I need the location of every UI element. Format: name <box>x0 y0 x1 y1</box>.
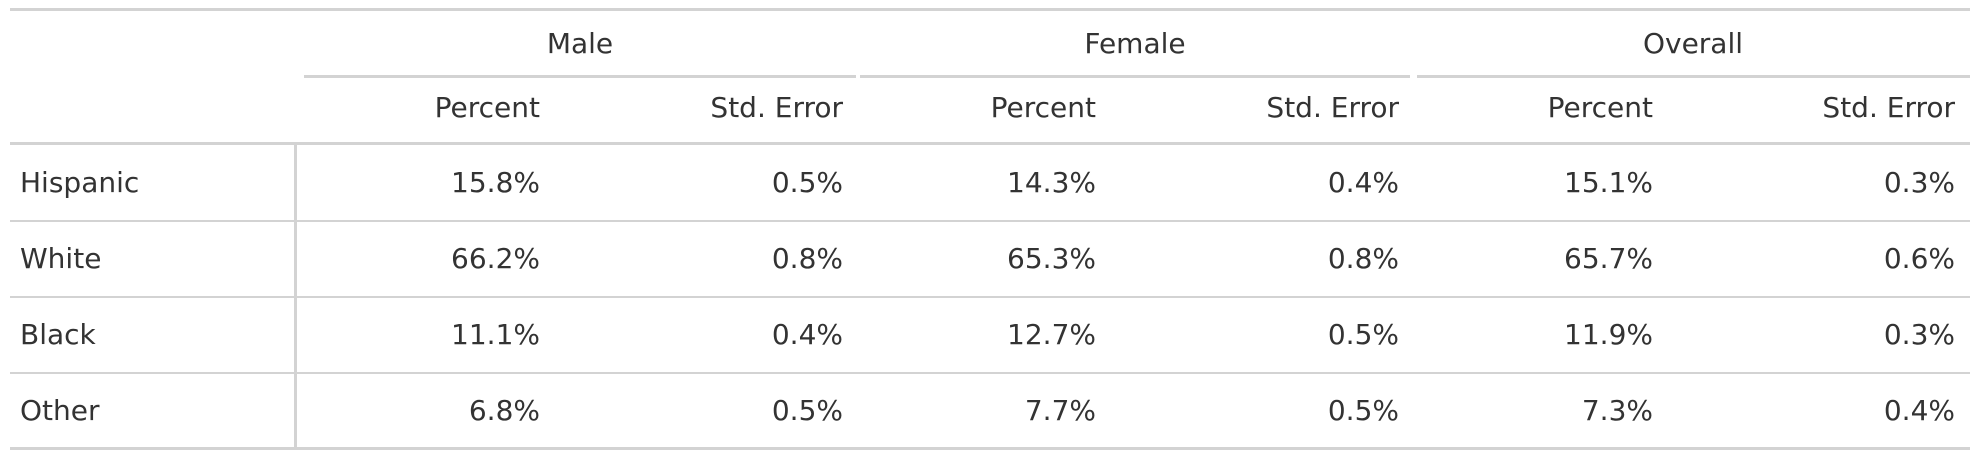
cell-hispanic-overall-percent: 15.1% <box>1564 166 1653 199</box>
spanner-male: Male <box>546 27 614 60</box>
cell-white-female-std-error: 0.8% <box>1327 242 1399 275</box>
row-divider <box>10 220 1970 222</box>
cell-other-female-percent: 7.7% <box>1024 394 1096 427</box>
row-label-black: Black <box>20 318 96 351</box>
cell-white-female-percent: 65.3% <box>1007 242 1096 275</box>
data-table: Male Female Overall Percent Std. Error P… <box>10 8 1970 454</box>
cell-hispanic-male-percent: 15.8% <box>451 166 540 199</box>
cell-black-male-percent: 11.1% <box>451 318 540 351</box>
row-label-other: Other <box>20 394 100 427</box>
cell-white-overall-percent: 65.7% <box>1564 242 1653 275</box>
column-label-male-std-error: Std. Error <box>710 91 843 124</box>
cell-hispanic-female-percent: 14.3% <box>1007 166 1096 199</box>
spanner-female: Female <box>1084 27 1186 60</box>
cell-black-overall-std-error: 0.3% <box>1883 318 1955 351</box>
cell-black-male-std-error: 0.4% <box>771 318 843 351</box>
column-label-overall-std-error: Std. Error <box>1822 91 1955 124</box>
cell-hispanic-overall-std-error: 0.3% <box>1883 166 1955 199</box>
row-divider <box>10 372 1970 374</box>
cell-other-overall-std-error: 0.4% <box>1883 394 1955 427</box>
spanner-rule-female <box>860 75 1410 78</box>
row-label-white: White <box>20 242 102 275</box>
cell-other-overall-percent: 7.3% <box>1581 394 1653 427</box>
cell-other-male-percent: 6.8% <box>468 394 540 427</box>
table-bottom-border <box>10 447 1970 450</box>
cell-other-male-std-error: 0.5% <box>771 394 843 427</box>
cell-black-female-percent: 12.7% <box>1007 318 1096 351</box>
header-bottom-border <box>10 142 1970 145</box>
cell-white-male-std-error: 0.8% <box>771 242 843 275</box>
column-label-overall-percent: Percent <box>1547 91 1653 124</box>
cell-black-overall-percent: 11.9% <box>1564 318 1653 351</box>
cell-white-overall-std-error: 0.6% <box>1883 242 1955 275</box>
cell-hispanic-female-std-error: 0.4% <box>1327 166 1399 199</box>
table-top-border <box>10 8 1970 11</box>
cell-other-female-std-error: 0.5% <box>1327 394 1399 427</box>
column-label-female-std-error: Std. Error <box>1266 91 1399 124</box>
row-label-hispanic: Hispanic <box>20 166 140 199</box>
spanner-rule-male <box>304 75 856 78</box>
cell-white-male-percent: 66.2% <box>451 242 540 275</box>
spanner-overall: Overall <box>1642 27 1744 60</box>
cell-black-female-std-error: 0.5% <box>1327 318 1399 351</box>
column-label-male-percent: Percent <box>434 91 540 124</box>
spanner-rule-overall <box>1417 75 1970 78</box>
row-divider <box>10 296 1970 298</box>
cell-hispanic-male-std-error: 0.5% <box>771 166 843 199</box>
column-label-female-percent: Percent <box>990 91 1096 124</box>
